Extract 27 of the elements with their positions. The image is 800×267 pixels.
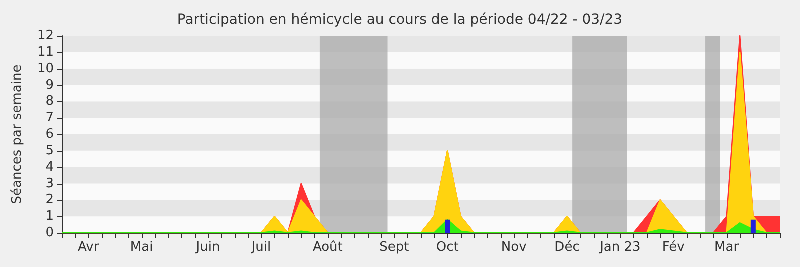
y-tick-label: 5 — [46, 143, 54, 158]
x-tick-label: Août — [312, 240, 343, 255]
y-tick-label: 8 — [46, 94, 54, 110]
x-tick-label: Avr — [78, 240, 100, 255]
y-tick-label: 2 — [46, 192, 54, 208]
x-tick-label: Mar — [714, 240, 740, 255]
y-tick-label: 11 — [37, 44, 54, 60]
y-tick-label: 1 — [46, 209, 54, 224]
chart-title: Participation en hémicycle au cours de la période 04/22 - 03/23 — [177, 12, 623, 28]
y-tick-label: 12 — [37, 28, 54, 44]
x-tick-label: Fév — [662, 240, 686, 255]
x-tick-label: Oct — [436, 240, 459, 255]
y-axis-title: Séances par semaine — [10, 64, 25, 204]
y-tick-label: 4 — [46, 160, 54, 175]
x-tick-label: Mai — [130, 240, 154, 255]
y-tick-label: 10 — [37, 61, 54, 76]
x-tick-label: Juil — [250, 240, 272, 255]
y-tick-label: 7 — [46, 110, 54, 126]
y-tick-label: 9 — [46, 78, 54, 93]
y-tick-label: 6 — [46, 127, 54, 142]
x-tick-label: Sept — [380, 240, 410, 255]
y-tick-label: 3 — [46, 176, 54, 192]
x-tick-label: Déc — [554, 240, 580, 255]
x-tick-label: Nov — [501, 240, 528, 255]
y-tick-label: 0 — [46, 226, 54, 240]
x-tick-label: Juin — [195, 240, 220, 255]
x-tick-label: Jan 23 — [599, 240, 641, 255]
